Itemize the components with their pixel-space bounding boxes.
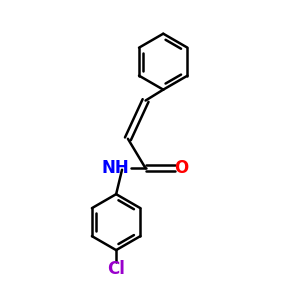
Text: O: O [174,159,189,177]
Text: Cl: Cl [107,260,125,278]
Text: NH: NH [102,159,129,177]
